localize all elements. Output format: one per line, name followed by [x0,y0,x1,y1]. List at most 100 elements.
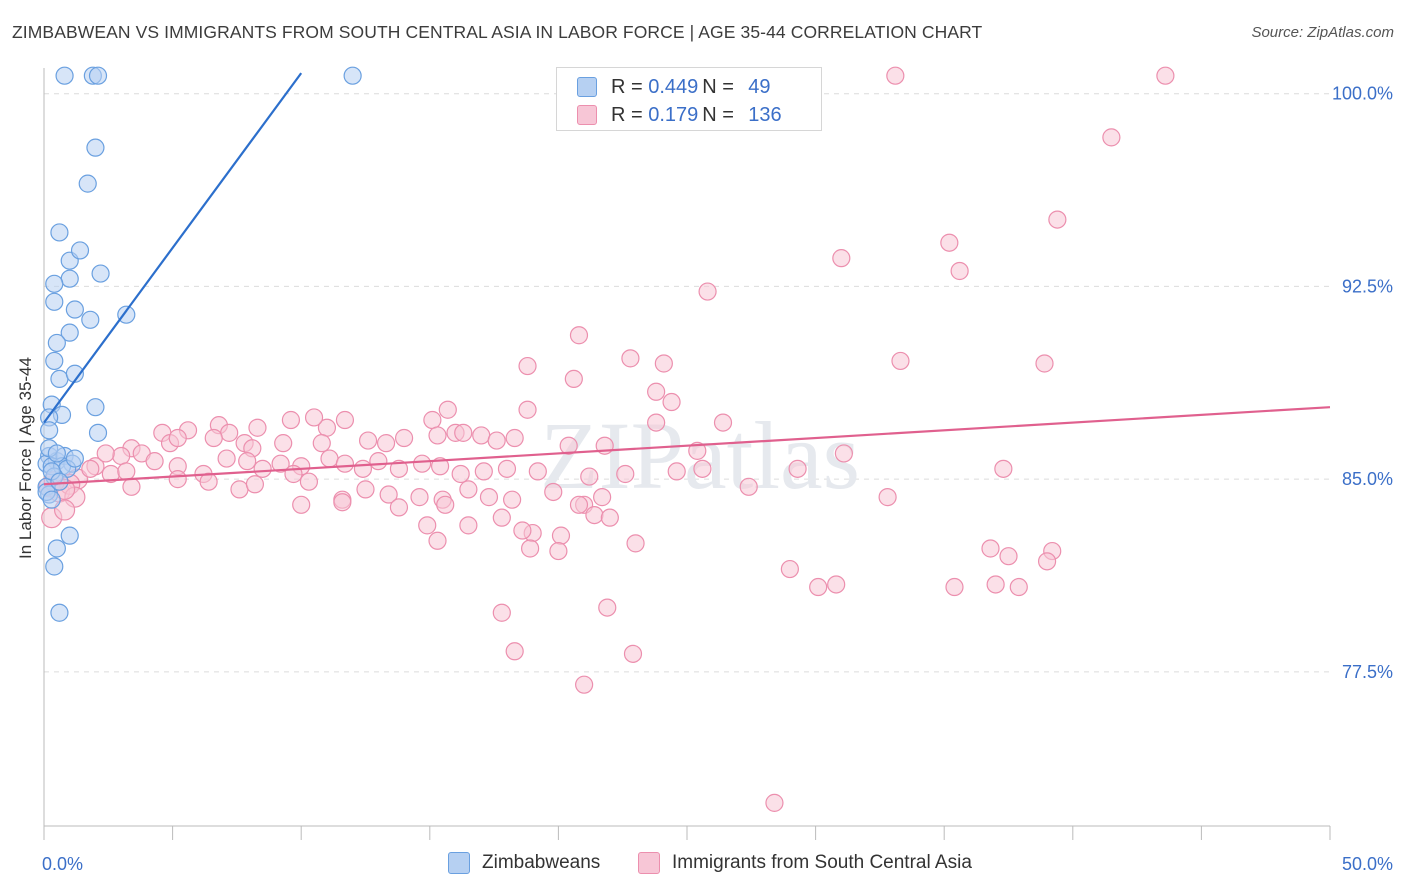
data-point-pink [117,462,136,481]
data-point-pink [230,480,249,499]
data-point-pink [505,642,524,661]
data-point-pink [585,505,604,525]
data-point-blue [81,310,100,329]
stats-legend: R = 0.449 N = 49 R = 0.179 N = 136 [556,67,822,131]
data-point-blue [47,333,66,353]
data-point-pink [832,249,851,268]
data-point-pink [559,436,578,455]
data-point-pink [569,326,589,345]
chart-source: Source: ZipAtlas.com [1251,24,1394,41]
data-point-pink [1156,66,1175,85]
r-value: 0.449 [648,75,699,98]
data-point-pink [122,477,141,496]
data-point-blue [88,423,108,442]
data-point-pink [81,459,100,478]
data-point-pink [459,516,478,535]
data-point-pink [667,462,686,481]
data-point-pink [521,539,540,558]
data-point-pink [369,452,388,471]
data-point-blue [91,264,110,283]
data-point-pink [451,464,470,484]
data-point-pink [412,454,432,473]
data-point-pink [886,66,905,85]
data-point-pink [513,521,532,540]
data-point-pink [335,410,355,430]
legend-label: Zimbabweans [482,852,601,873]
data-point-pink [827,575,846,594]
data-point-blue [88,66,108,85]
data-point-pink [623,644,643,663]
data-point-blue [86,398,105,417]
data-point-pink [474,462,493,481]
data-point-pink [654,354,673,373]
data-point-pink [358,431,378,450]
stats-legend-row-blue: R = 0.449 N = 49 [577,72,771,102]
data-point-pink [616,464,635,484]
data-point-pink [333,493,352,512]
data-point-pink [834,444,853,463]
data-point-pink [335,454,355,473]
x-tick-label: 50.0% [1342,854,1393,874]
data-point-pink [1048,210,1067,229]
data-point-pink [662,392,681,412]
stats-legend-row-pink: R = 0.179 N = 136 [577,100,782,130]
data-point-blue [70,241,90,260]
data-point-pink [479,488,499,507]
data-point-pink [788,459,807,478]
data-point-pink [199,472,218,491]
legend-swatch-pink [577,105,597,125]
data-point-pink [551,526,571,545]
data-point-pink [575,675,594,694]
data-point-pink [423,410,442,430]
data-point-pink [739,477,758,496]
series-legend: Zimbabweans Immigrants from South Centra… [0,850,1406,880]
x-tick-label: 0.0% [42,854,83,874]
data-point-pink [647,382,666,401]
data-point-pink [986,575,1005,594]
data-point-pink [626,534,645,553]
data-point-pink [780,559,799,579]
data-point-pink [505,428,524,448]
data-point-pink [891,351,910,371]
data-point-blue [42,490,61,509]
data-point-pink [1009,577,1028,597]
data-point-pink [940,233,959,252]
data-point-pink [487,431,506,450]
data-point-pink [459,480,478,499]
legend-label: Immigrants from South Central Asia [672,852,972,873]
trend-line-pink [43,406,1331,486]
data-point-blue [47,444,66,463]
trend-line-blue [43,72,303,424]
data-point-pink [994,459,1013,478]
data-point-pink [281,410,301,430]
data-point-pink [394,428,414,448]
data-point-blue [47,539,66,558]
data-point-pink [389,498,409,517]
data-point-pink [593,488,612,507]
data-point-pink [580,467,599,486]
data-point-pink [376,434,396,453]
data-point-pink [204,428,223,448]
data-point-pink [518,400,537,419]
data-point-pink [1102,128,1121,147]
data-point-blue [45,557,64,576]
data-point-pink [238,452,257,471]
legend-item-zimbabweans: Zimbabweans [448,852,600,874]
data-point-pink [245,475,265,494]
data-point-pink [438,400,457,419]
tick-labels: 100.0% 92.5% 85.0% 77.5% 0.0% 50.0% [42,84,1393,874]
series-pink-points [38,66,1175,812]
y-tick-label: 85.0% [1342,469,1393,489]
data-point-pink [688,441,707,460]
data-point-pink [809,577,828,597]
data-point-pink [528,462,547,481]
r-value: 0.179 [648,103,699,126]
data-point-pink [1037,552,1057,571]
data-point-pink [418,516,437,535]
data-point-pink [598,598,617,617]
data-point-pink [713,413,733,432]
data-point-pink [145,452,164,471]
legend-item-immigrants-south-central-asia: Immigrants from South Central Asia [638,852,972,874]
data-point-pink [248,418,267,437]
